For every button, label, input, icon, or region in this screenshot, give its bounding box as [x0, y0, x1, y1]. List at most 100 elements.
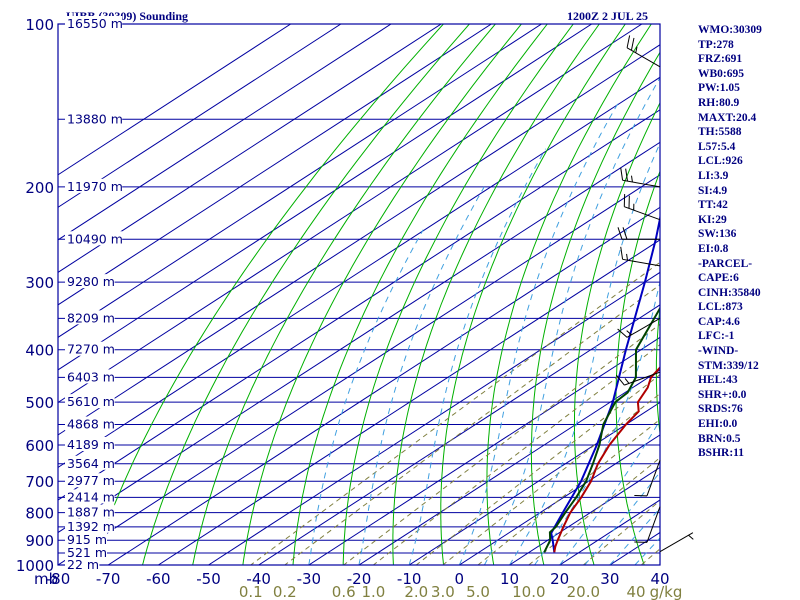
index-item: MAXT:20.4: [698, 111, 757, 124]
temperature-trace: [553, 366, 660, 553]
moist-adiabat: [358, 186, 485, 565]
isotherm-line: [58, 24, 342, 208]
wind-barb-flag: [620, 167, 624, 181]
moist-adiabat: [483, 76, 660, 565]
mixing-ratio-label: 1.0: [361, 583, 385, 600]
height-label: 3564 m: [67, 456, 115, 471]
height-label-bg: [65, 416, 115, 431]
isotherm-line: [308, 336, 660, 565]
height-label: 2414 m: [67, 489, 115, 504]
pressure-tick-label: 100: [25, 16, 54, 34]
pressure-tick-label: 1000: [16, 557, 54, 575]
wind-barb-staff: [626, 317, 661, 338]
height-label-bg: [65, 369, 115, 384]
plot-frame: [57, 23, 661, 566]
stability-index-list: WMO:30309 TP:278 FRZ:691 WB0:695 PW:1.05 RH:8…: [698, 23, 762, 461]
mixing-ratio-line: [415, 374, 660, 565]
index-item: L57:5.4: [698, 140, 736, 153]
mixing-ratio-label: 2.0: [404, 583, 428, 600]
wind-barb-staff: [624, 206, 661, 221]
wind-barb-flag: [620, 246, 624, 260]
wind-barb-half-flag: [631, 175, 633, 183]
height-label: 10490 m: [67, 231, 123, 246]
height-label: 5610 m: [67, 394, 115, 409]
mixing-ratio-line: [582, 500, 660, 565]
temperature-tick-label: -10: [397, 570, 422, 588]
wind-barb: [634, 459, 661, 497]
dry-adiabat: [342, 24, 574, 565]
temperature-tick-label: 0: [455, 570, 465, 588]
isotherm-line: [107, 206, 660, 565]
height-label: 1887 m: [67, 505, 115, 520]
wind-barb: [634, 506, 661, 543]
temperature-tick-label: -70: [96, 570, 121, 588]
index-item: BSHR:11: [698, 447, 745, 460]
wind-barb-half-flag: [626, 253, 628, 261]
dry-adiabat: [440, 24, 626, 565]
mixing-ratio-label: 40: [626, 583, 645, 600]
dry-adiabat: [573, 101, 660, 565]
wind-barb-staff: [646, 459, 661, 497]
wind-barb-flag: [622, 227, 628, 240]
height-label: 8209 m: [67, 310, 115, 325]
isotherm-line: [358, 369, 660, 565]
isotherm-line: [58, 24, 442, 273]
temperature-tick-label: -30: [297, 570, 322, 588]
wind-barb-half-flag: [626, 330, 632, 336]
mixing-ratio-label: 3.0: [431, 583, 455, 600]
wind-barb-half-flag: [688, 534, 694, 540]
dry-adiabats: [91, 24, 660, 565]
pressure-tick-label: 400: [25, 342, 54, 360]
mixing-ratio-axis: 0.1 0.2 0.6 1.0 2.0 3.0 5.0 10.0 20.0 40 g/kg: [239, 583, 683, 600]
height-label: 6403 m: [67, 369, 115, 384]
pressure-tick-label: 500: [25, 394, 54, 412]
moist-adiabat: [509, 142, 660, 565]
moist-adiabats: [308, 76, 660, 565]
moist-adiabat: [308, 229, 424, 565]
mixing-ratio-line: [283, 284, 660, 565]
index-item: SW:136: [698, 228, 737, 241]
isotherm-line: [158, 239, 660, 565]
wind-barb-staff: [624, 371, 661, 386]
height-label-bg: [65, 394, 115, 409]
isobar-grid: [58, 24, 660, 565]
isotherm-line: [459, 434, 660, 565]
wind-barb-staff: [646, 506, 661, 543]
index-item: SRDS:76: [698, 403, 743, 416]
wind-barb: [626, 35, 661, 68]
temperature-tick-label: -50: [196, 570, 221, 588]
mixing-ratio-lines: [249, 261, 660, 565]
isotherm-line: [58, 24, 592, 371]
height-label: 1392 m: [67, 519, 115, 534]
height-label-bg: [65, 341, 115, 356]
mixing-ratio-label: 10.0: [512, 583, 545, 600]
mixing-ratio-label: 0.1: [239, 583, 263, 600]
index-item: TH:5588: [698, 126, 742, 139]
height-label: 11970 m: [67, 179, 123, 194]
mixing-ratio-label: 20.0: [567, 583, 600, 600]
x-axis-unit-label: mb: [34, 570, 58, 588]
wind-barb-staff: [659, 532, 694, 553]
dewpoint-trace: [543, 306, 660, 553]
wind-barb-flag: [630, 37, 635, 51]
height-label-bg: [65, 473, 115, 488]
dry-adiabat: [530, 51, 660, 565]
wind-barb: [659, 532, 694, 553]
temperature-tick-label: 10: [500, 570, 519, 588]
temperature-axis: mb-80 -70 -60 -50 -40 -30 -20 -10 0 10 20 30 40: [34, 570, 670, 588]
wind-barb-staff: [622, 179, 661, 188]
index-item: -WIND-: [698, 345, 739, 358]
height-label: 13880 m: [67, 111, 123, 126]
pressure-tick-label: 800: [25, 505, 54, 523]
height-label: 16550 m: [67, 16, 123, 31]
mixing-ratio-line: [342, 323, 660, 565]
height-label: 2977 m: [67, 473, 115, 488]
height-label: 22 m: [67, 557, 99, 572]
temperature-tick-label: -40: [246, 570, 271, 588]
height-label-bg: [65, 274, 115, 289]
isotherm-line: [559, 499, 660, 565]
isotherm-line: [760, 24, 800, 565]
isotherm-grid: [58, 24, 800, 565]
temperature-tick-label: -80: [46, 570, 71, 588]
